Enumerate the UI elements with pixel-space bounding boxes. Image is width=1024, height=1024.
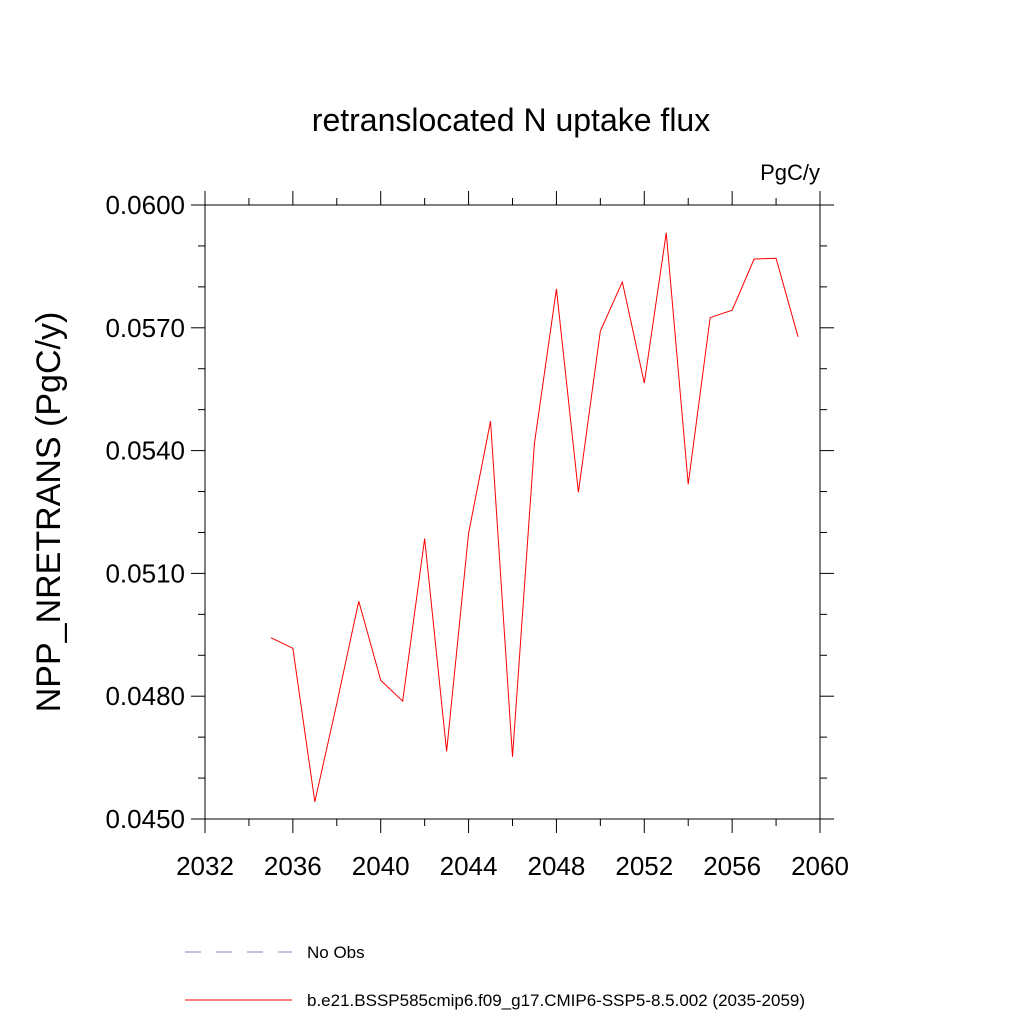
y-tick-label: 0.0540 <box>105 436 185 466</box>
data-layer <box>270 232 799 802</box>
y-tick-label: 0.0600 <box>105 190 185 220</box>
data-point <box>512 756 513 757</box>
data-point <box>358 601 359 602</box>
data-point <box>424 538 425 539</box>
data-point <box>446 751 447 752</box>
plot-frame <box>204 204 821 820</box>
units-label: PgC/y <box>760 160 820 185</box>
data-point <box>732 310 733 311</box>
data-point <box>600 330 601 331</box>
y-tick-label: 0.0480 <box>105 681 185 711</box>
data-point <box>336 703 337 704</box>
data-point <box>710 317 711 318</box>
data-point <box>644 382 645 383</box>
x-tick-label: 2032 <box>176 851 234 881</box>
data-point <box>314 801 315 802</box>
data-point <box>402 701 403 702</box>
y-axis-title: NPP_NRETRANS (PgC/y) <box>30 312 68 713</box>
data-point <box>688 484 689 485</box>
data-point <box>490 421 491 422</box>
data-point <box>622 281 623 282</box>
data-point <box>468 533 469 534</box>
y-tick-label: 0.0510 <box>105 558 185 588</box>
x-tick-label: 2044 <box>440 851 498 881</box>
data-point <box>578 492 579 493</box>
series-line <box>270 232 799 802</box>
y-tick-labels: 0.0450 0.0480 0.0510 0.0540 0.0570 0.0600 <box>105 190 185 834</box>
legend-label: No Obs <box>307 943 365 962</box>
data-point <box>775 258 776 259</box>
x-tick-label: 2052 <box>615 851 673 881</box>
x-tick-label: 2040 <box>352 851 410 881</box>
minor-ticks <box>198 198 827 826</box>
major-ticks <box>191 191 834 833</box>
data-point <box>666 232 667 233</box>
y-tick-label: 0.0450 <box>105 804 185 834</box>
x-tick-label: 2036 <box>264 851 322 881</box>
data-point <box>380 680 381 681</box>
x-tick-label: 2060 <box>791 851 849 881</box>
chart-title: retranslocated N uptake flux <box>312 102 710 138</box>
x-tick-label: 2056 <box>703 851 761 881</box>
x-tick-label: 2048 <box>528 851 586 881</box>
data-point <box>797 336 798 337</box>
data-point <box>556 288 557 289</box>
data-point <box>534 443 535 444</box>
legend: No Obs b.e21.BSSP585cmip6.f09_g17.CMIP6-S… <box>185 943 805 1010</box>
legend-label: b.e21.BSSP585cmip6.f09_g17.CMIP6-SSP5-8.… <box>307 991 805 1010</box>
x-tick-labels: 2032 2036 2040 2044 2048 2052 2056 2060 <box>176 851 849 881</box>
data-point <box>270 637 271 638</box>
data-point <box>292 648 293 649</box>
data-point <box>754 258 755 259</box>
y-tick-label: 0.0570 <box>105 313 185 343</box>
